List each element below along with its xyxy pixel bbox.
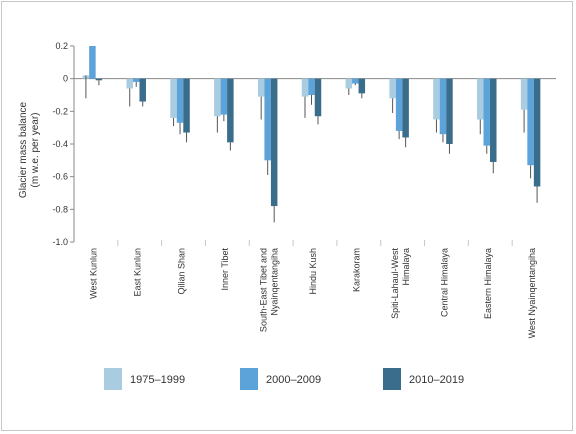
bar <box>402 78 409 138</box>
x-tick-label: Spiti-Lahaul-West <box>390 248 400 319</box>
x-tick-label-group: Spiti-Lahaul-West Himalaya <box>390 248 411 319</box>
bar <box>183 78 190 133</box>
y-tick-label: -1.0 <box>52 237 68 247</box>
x-tick-label-group: West Nyainqentangiha <box>527 248 537 338</box>
x-tick-label-group: Eastern Himalaya <box>483 248 493 319</box>
bar <box>520 78 528 110</box>
y-axis-unit: (m w.e. per year) <box>30 112 41 187</box>
bar <box>308 78 315 95</box>
bar <box>214 78 221 117</box>
x-tick-label-group: Hindu Kush <box>308 248 318 295</box>
bar <box>301 78 309 97</box>
x-tick-label: West Nyainqentangiha <box>527 248 537 338</box>
bar <box>389 78 396 99</box>
y-ticks: 0.2 0 -0.2 -0.4 -0.6 -0.8 -1.0 <box>52 41 74 247</box>
y-axis-label: Glacier mass balance <box>18 101 29 198</box>
x-tick-label-group: Inner Tibet <box>220 248 230 291</box>
x-tick-label: South-East Tibet and <box>258 248 268 332</box>
legend-swatch <box>104 368 122 390</box>
x-tick-label: Qilian Shan <box>176 248 186 295</box>
bar <box>527 78 534 166</box>
bar <box>490 78 497 162</box>
bar <box>345 78 353 89</box>
bar <box>314 78 322 117</box>
x-tick-label: West Kunlun <box>89 248 99 299</box>
bar <box>220 78 228 115</box>
bar <box>257 78 265 97</box>
bar <box>483 78 491 146</box>
x-tick-label: Nyainqentangiha <box>269 248 279 316</box>
bar <box>446 78 453 144</box>
y-tick-label: -0.8 <box>52 204 68 214</box>
y-axis-title: Glacier mass balance (m w.e. per year) <box>18 101 41 198</box>
y-tick-label: 0.2 <box>55 41 68 51</box>
bar <box>477 78 484 120</box>
y-tick-label: -0.4 <box>52 139 68 149</box>
x-tick-label: Central Himalaya <box>439 248 449 317</box>
legend-swatch <box>240 368 258 390</box>
x-tick-label-group: Karakoram <box>352 248 362 292</box>
bar <box>533 78 541 187</box>
bar <box>395 78 403 131</box>
bar <box>352 78 359 84</box>
bar <box>139 78 146 102</box>
legend-swatch <box>383 368 401 390</box>
bar <box>132 78 140 82</box>
x-tick-label: Inner Tibet <box>220 248 230 291</box>
y-tick-label: 0 <box>63 74 68 84</box>
legend-label: 2000–2009 <box>266 374 321 386</box>
plot-area <box>73 46 556 246</box>
y-tick-label: -0.2 <box>52 106 68 116</box>
legend-label: 2010–2019 <box>409 374 464 386</box>
bar <box>264 78 271 161</box>
x-tick-label-group: East Kunlun <box>133 248 143 297</box>
bar <box>439 78 447 135</box>
legend: 1975–1999 2000–2009 2010–2019 <box>104 368 464 390</box>
legend-label: 1975–1999 <box>130 374 185 386</box>
x-tick-label: Hindu Kush <box>308 248 318 295</box>
x-tick-label: Karakoram <box>352 248 362 292</box>
bar <box>176 78 184 123</box>
bar <box>89 46 96 79</box>
x-tick-label: Eastern Himalaya <box>483 248 493 319</box>
bar <box>95 78 103 81</box>
bar <box>126 78 133 89</box>
bar <box>358 78 366 94</box>
bar <box>270 78 278 207</box>
bar <box>170 78 177 118</box>
bar <box>433 78 440 120</box>
x-tick-label: East Kunlun <box>133 248 143 297</box>
x-tick-labels: West Kunlun East Kunlun Qilian Shan Inner T… <box>89 248 537 339</box>
x-tick-label: Himalaya <box>401 248 411 286</box>
x-tick-label-group: Central Himalaya <box>439 248 449 317</box>
x-tick-label-group: South-East Tibet and Nyainqentangiha <box>258 248 279 332</box>
y-tick-label: -0.6 <box>52 172 68 182</box>
bar <box>227 78 234 143</box>
x-tick-label-group: Qilian Shan <box>176 248 186 295</box>
x-tick-label-group: West Kunlun <box>89 248 99 299</box>
